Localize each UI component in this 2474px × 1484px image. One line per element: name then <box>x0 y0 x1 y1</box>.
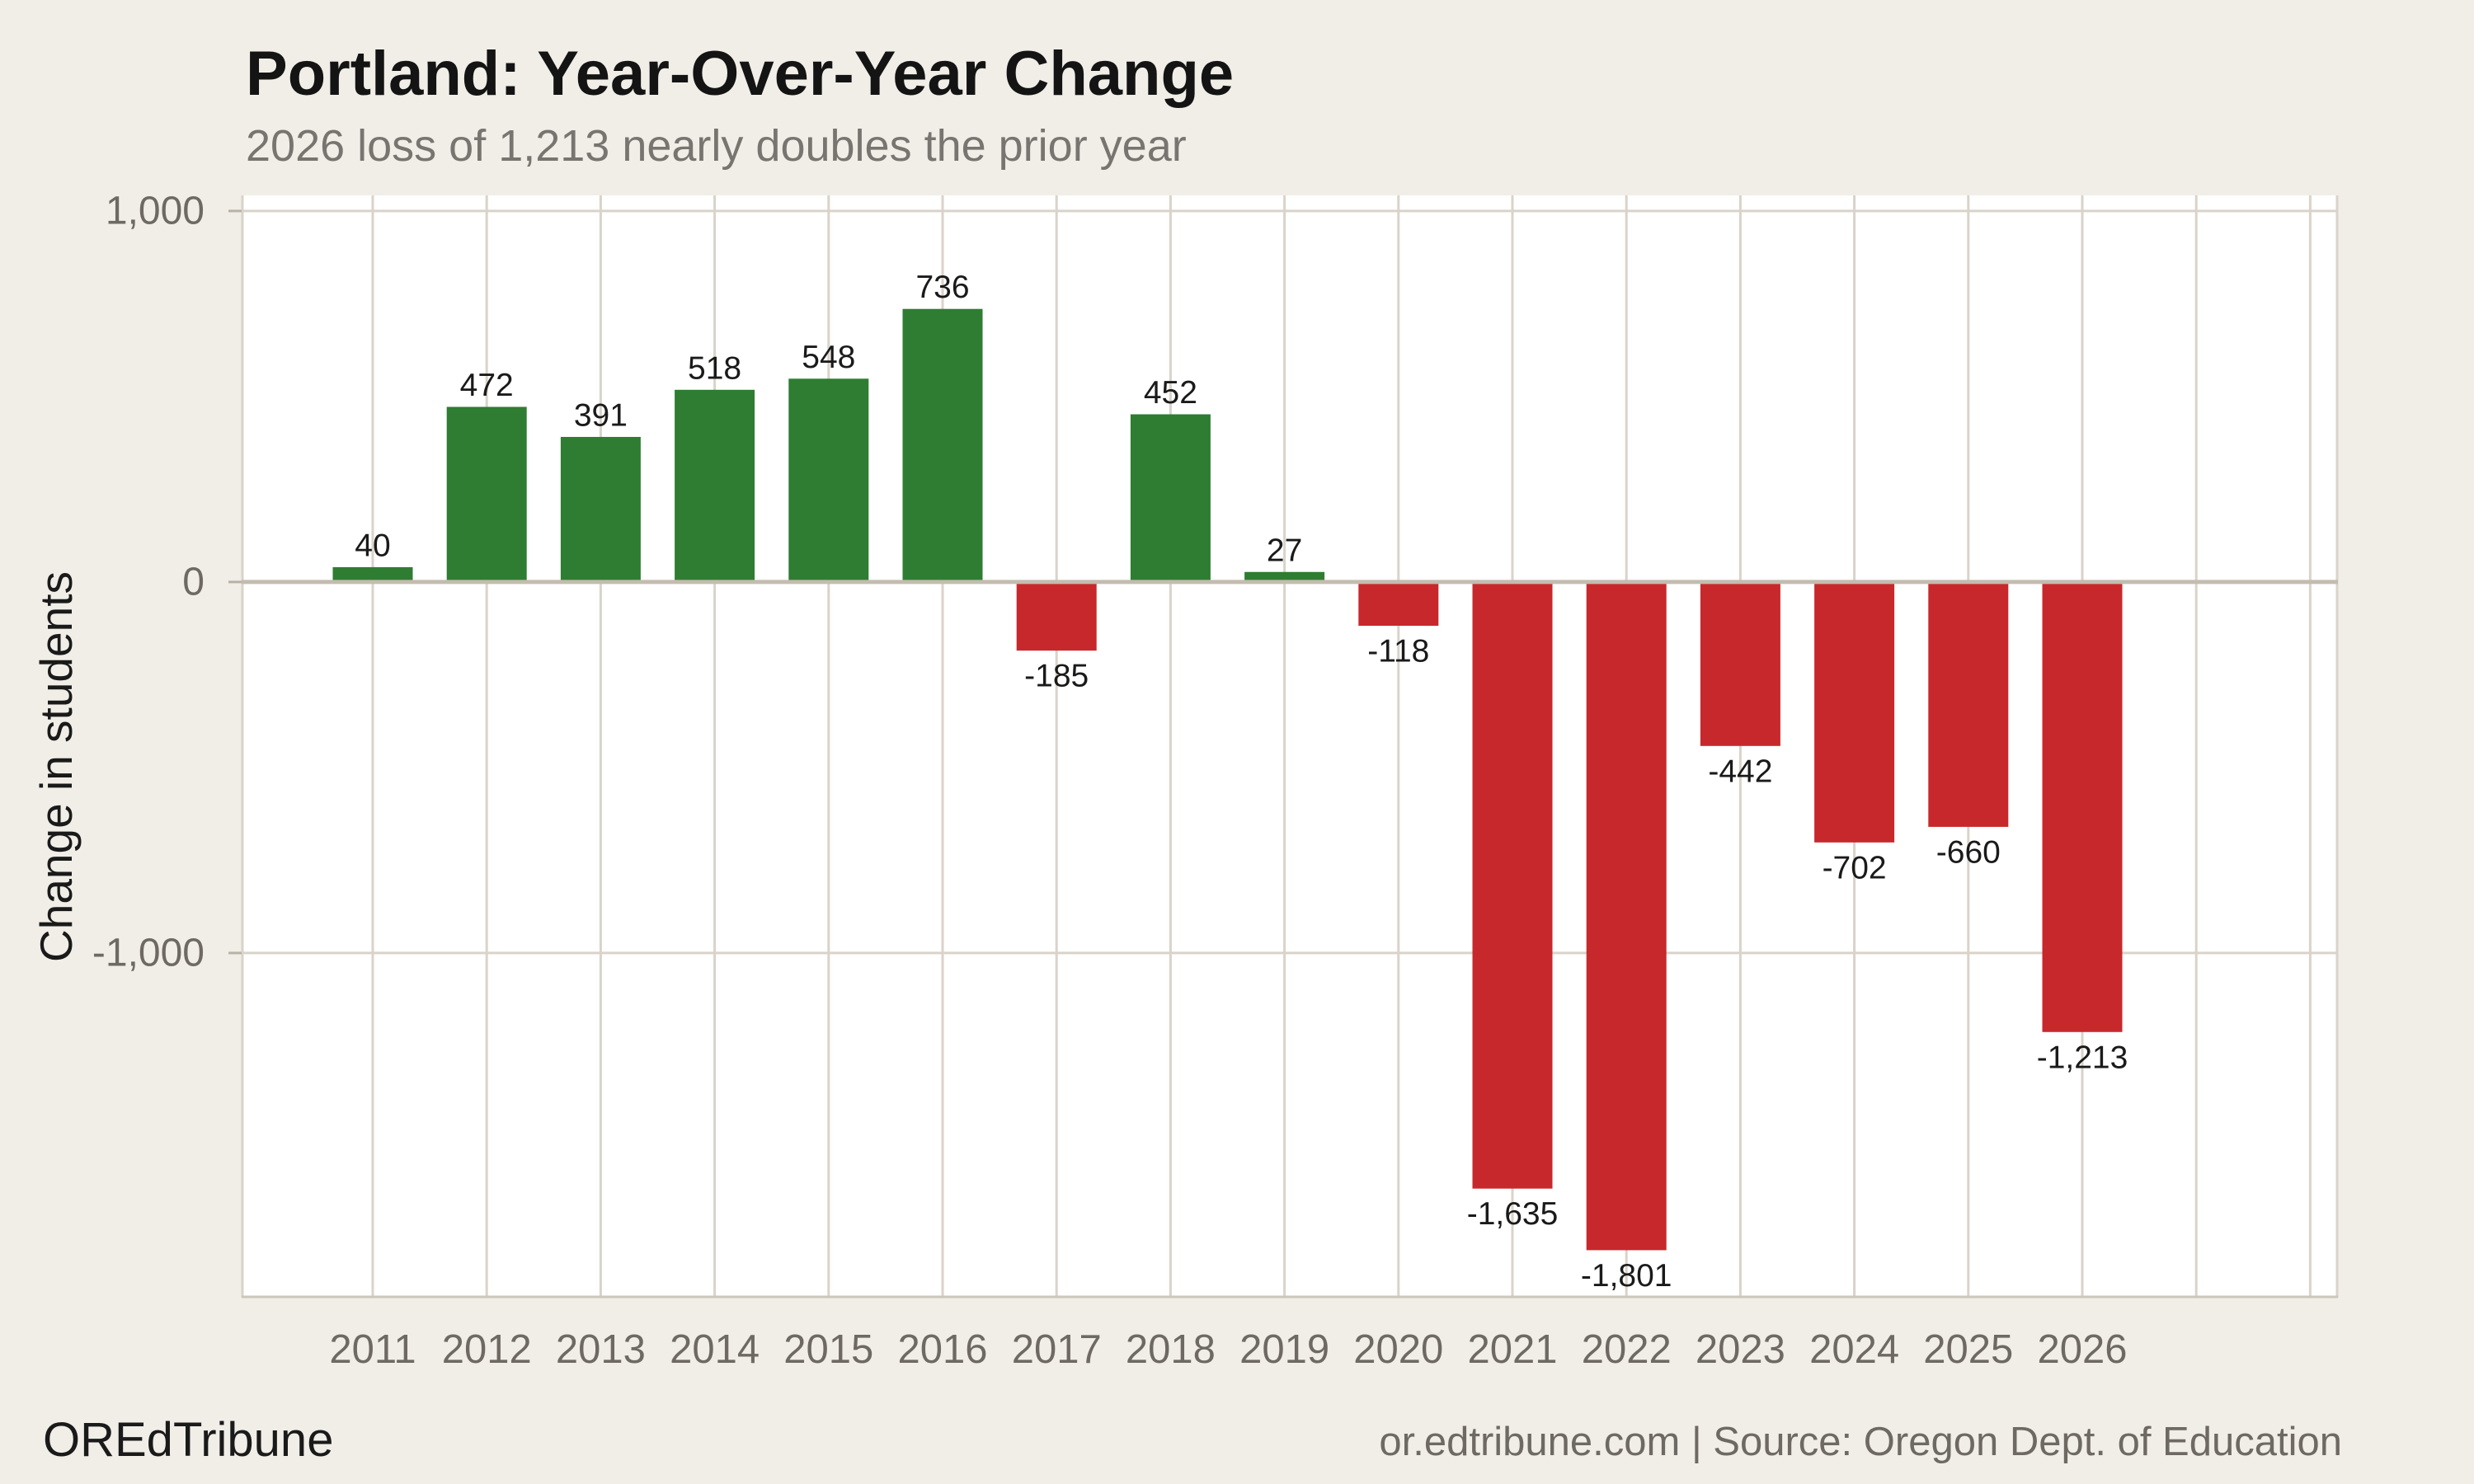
bar-value-label-2018: 452 <box>1144 375 1197 411</box>
y-tick-label: -1,000 <box>92 931 205 974</box>
bar-2021 <box>1472 581 1553 1189</box>
x-tick-label-2012: 2012 <box>442 1327 532 1372</box>
bar-2011 <box>332 566 413 582</box>
footer-brand: OREdTribune <box>43 1413 334 1467</box>
bar-2020 <box>1358 581 1439 627</box>
bar-2016 <box>902 308 983 582</box>
y-tick-label: 1,000 <box>106 189 205 232</box>
bar-2018 <box>1130 414 1211 582</box>
bar-2022 <box>1586 581 1667 1251</box>
bar-value-label-2023: -442 <box>1708 754 1772 789</box>
bar-value-label-2016: 736 <box>915 270 969 305</box>
x-tick-label-2017: 2017 <box>1012 1327 1102 1372</box>
y-axis-title: Change in students <box>31 571 82 962</box>
x-tick-label-2015: 2015 <box>783 1327 873 1372</box>
x-tick-label-2014: 2014 <box>670 1327 760 1372</box>
x-tick-label-2021: 2021 <box>1467 1327 1557 1372</box>
bar-value-label-2026: -1,213 <box>2037 1040 2128 1075</box>
x-tick-label-2024: 2024 <box>1809 1327 1899 1372</box>
bar-2025 <box>1928 581 2009 827</box>
bar-value-label-2011: 40 <box>355 528 390 563</box>
bar-value-label-2015: 548 <box>802 340 855 375</box>
x-tick-label-2013: 2013 <box>556 1327 646 1372</box>
bar-2017 <box>1016 581 1097 651</box>
x-tick-label-2020: 2020 <box>1353 1327 1443 1372</box>
bar-2026 <box>2042 581 2123 1032</box>
bar-value-label-2019: 27 <box>1267 533 1302 568</box>
bar-value-label-2021: -1,635 <box>1467 1196 1559 1232</box>
bar-value-label-2022: -1,801 <box>1581 1258 1672 1294</box>
bar-2023 <box>1700 581 1780 746</box>
plot-area <box>242 195 2338 1298</box>
chart-subtitle: 2026 loss of 1,213 nearly doubles the pr… <box>246 121 1187 171</box>
bar-value-label-2014: 518 <box>688 350 741 386</box>
bar-value-label-2013: 391 <box>574 397 628 433</box>
y-tick-label: 0 <box>182 560 205 603</box>
x-tick-label-2018: 2018 <box>1126 1327 1216 1372</box>
footer-source: or.edtribune.com | Source: Oregon Dept. … <box>1379 1420 2342 1464</box>
x-tick-label-2023: 2023 <box>1696 1327 1785 1372</box>
bar-value-label-2012: 472 <box>460 368 514 403</box>
bar-value-label-2017: -185 <box>1024 659 1089 694</box>
bar-2012 <box>446 406 527 582</box>
x-tick-label-2011: 2011 <box>329 1327 416 1372</box>
x-tick-label-2022: 2022 <box>1582 1327 1672 1372</box>
bar-value-label-2024: -702 <box>1823 850 1887 885</box>
chart-title: Portland: Year-Over-Year Change <box>246 39 1235 109</box>
bar-2013 <box>560 436 641 582</box>
bar-value-label-2020: -118 <box>1367 634 1429 669</box>
x-tick-label-2019: 2019 <box>1239 1327 1329 1372</box>
x-tick-label-2025: 2025 <box>1923 1327 2013 1372</box>
bar-2015 <box>788 378 869 582</box>
bar-2014 <box>675 389 755 582</box>
bar-2019 <box>1244 571 1325 582</box>
bar-2024 <box>1814 581 1895 843</box>
x-tick-label-2026: 2026 <box>2037 1327 2127 1372</box>
bar-value-label-2025: -660 <box>1936 834 2001 870</box>
x-tick-label-2016: 2016 <box>897 1327 987 1372</box>
